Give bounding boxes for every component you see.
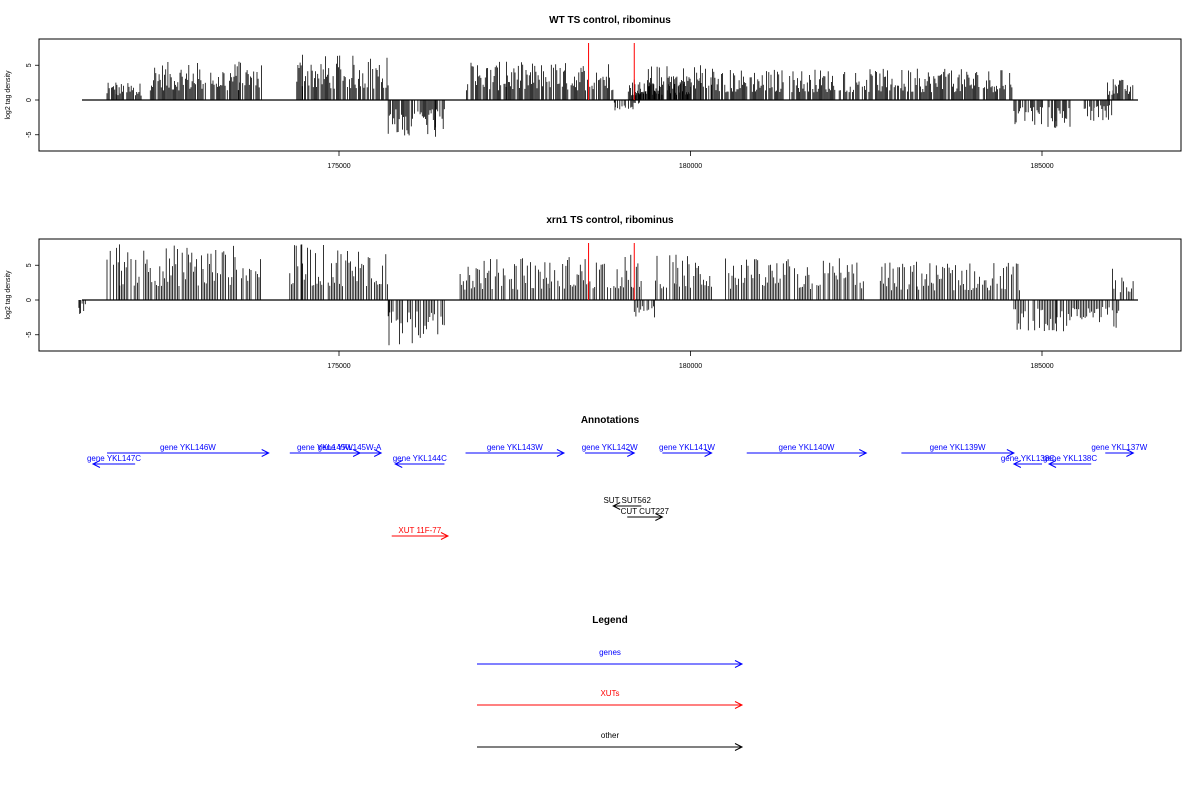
y-tick-label: -5	[26, 132, 33, 138]
annotation-feature: gene YKL138C	[1043, 454, 1097, 468]
annotation-feature: gene YKL138C	[1001, 454, 1055, 468]
xrn1-panel-title: xrn1 TS control, ribominus	[546, 215, 674, 226]
xrn1-coverage-bars	[78, 244, 1134, 346]
feature-arrowhead	[261, 449, 270, 457]
feature-arrowhead	[394, 460, 403, 468]
feature-label: gene YKL145W	[297, 443, 353, 452]
feature-label: XUT 11F-77	[398, 526, 441, 535]
feature-label: gene YKL139W	[930, 443, 986, 452]
feature-label: SUT SUT562	[603, 496, 651, 505]
x-tick-label: 185000	[1030, 363, 1053, 370]
feature-label: gene YKL143W	[487, 443, 543, 452]
feature-arrowhead	[1006, 449, 1015, 457]
wt-x-axis: 175000 180000 185000	[327, 151, 1054, 170]
legend-title: Legend	[592, 615, 628, 626]
annotation-feature: gene YKL143W	[465, 443, 566, 457]
wt-highlight-lines	[588, 43, 635, 100]
feature-label: gene YKL137W	[1091, 443, 1147, 452]
feature-arrowhead	[655, 513, 664, 521]
feature-label: gene YKL142W	[582, 443, 638, 452]
feature-label: gene YKL147C	[87, 454, 141, 463]
feature-label: gene YKL138C	[1001, 454, 1055, 463]
legend-arrowhead	[734, 660, 744, 668]
annotations-title: Annotations	[581, 415, 640, 426]
feature-arrowhead	[373, 449, 383, 457]
feature-arrowhead	[91, 460, 101, 468]
x-tick-label: 180000	[679, 163, 702, 170]
annotations-panel: Annotations gene YKL147C gene YKL146W gene…	[87, 415, 1148, 540]
feature-label: gene YKL140W	[779, 443, 835, 452]
legend-panel: Legend genes XUTs other	[477, 615, 744, 751]
annotation-feature: gene YKL140W	[746, 443, 868, 457]
legend-label: XUTs	[600, 689, 619, 698]
legend-label: other	[601, 731, 620, 740]
feature-label: gene YKL146W	[160, 443, 216, 452]
xrn1-highlight-lines	[588, 243, 635, 300]
wt-plot-frame	[38, 38, 1182, 152]
wt-y-axis: -5 0 5	[26, 63, 39, 138]
xrn1-coverage-panel: xrn1 TS control, ribominus -5 0 5 175000 18…	[5, 215, 1182, 370]
feature-label: gene YKL138C	[1043, 454, 1097, 463]
wt-panel-title: WT TS control, ribominus	[549, 15, 671, 26]
legend-item: genes	[477, 648, 744, 668]
annotation-feature: gene YKL139W	[901, 443, 1015, 457]
annotation-feature: CUT CUT227	[621, 507, 670, 521]
feature-arrowhead	[440, 532, 450, 540]
y-tick-label: 0	[26, 298, 33, 302]
xrn1-x-axis: 175000 180000 185000	[327, 351, 1054, 370]
annotation-feature: XUT 11F-77	[391, 526, 450, 540]
y-tick-label: 5	[26, 263, 33, 267]
annotation-feature: gene YKL145W-A	[318, 443, 383, 457]
y-tick-label: 0	[26, 98, 33, 102]
legend-arrowhead	[734, 743, 744, 751]
feature-label: gene YKL145W-A	[318, 443, 382, 452]
annotation-feature: gene YKL144C	[393, 454, 447, 468]
annotation-feature: SUT SUT562	[603, 496, 651, 510]
x-tick-label: 180000	[679, 363, 702, 370]
y-tick-label: 5	[26, 63, 33, 67]
x-tick-label: 175000	[327, 163, 350, 170]
x-tick-label: 185000	[1030, 163, 1053, 170]
feature-arrowhead	[1047, 460, 1057, 468]
wt-coverage-bars	[106, 54, 1134, 137]
xrn1-y-axis: -5 0 5	[26, 263, 39, 338]
wt-y-axis-label: log2 tag density	[5, 70, 12, 120]
feature-label: gene YKL141W	[659, 443, 715, 452]
feature-arrowhead	[612, 502, 621, 510]
annotation-feature: gene YKL146W	[107, 443, 270, 457]
feature-arrowhead	[556, 449, 566, 457]
feature-arrowhead	[1126, 449, 1135, 457]
annotation-feature: gene YKL142W	[582, 443, 638, 457]
feature-arrowhead	[1012, 460, 1022, 468]
feature-arrowhead	[859, 449, 868, 457]
legend-item: other	[477, 731, 744, 751]
xrn1-y-axis-label: log2 tag density	[5, 270, 12, 320]
legend-label: genes	[599, 648, 621, 657]
legend-arrowhead	[734, 701, 744, 709]
feature-label: gene YKL144C	[393, 454, 447, 463]
x-tick-label: 175000	[327, 363, 350, 370]
annotation-feature: gene YKL137W	[1091, 443, 1148, 457]
annotation-feature: gene YKL147C	[87, 454, 141, 468]
legend-item: XUTs	[477, 689, 744, 709]
feature-label: CUT CUT227	[621, 507, 670, 516]
feature-arrowhead	[704, 449, 713, 457]
feature-arrowhead	[627, 449, 636, 457]
xrn1-plot-frame	[38, 238, 1182, 352]
legend-items: genes XUTs other	[477, 648, 744, 751]
y-tick-label: -5	[26, 332, 33, 338]
annotation-feature: gene YKL141W	[659, 443, 715, 457]
wt-coverage-panel: WT TS control, ribominus -5 0 5 175000 1800…	[5, 15, 1182, 170]
